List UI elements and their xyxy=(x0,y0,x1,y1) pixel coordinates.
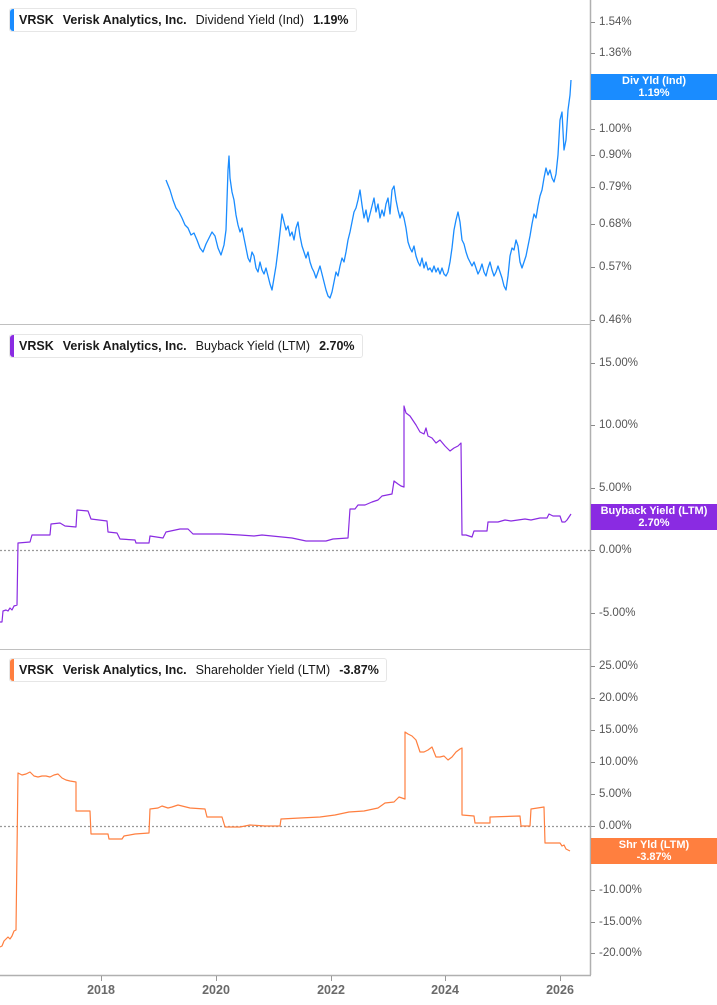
y-tick-label: 0.68% xyxy=(599,218,632,230)
current-value-tag-dividend: Div Yld (Ind) 1.19% xyxy=(591,74,717,100)
legend-color-bar xyxy=(10,9,14,31)
y-tick-label: 20.00% xyxy=(599,692,639,704)
y-tick-label: 0.90% xyxy=(599,149,632,161)
y-tick-label: 0.79% xyxy=(599,181,632,193)
x-tick-label: 2026 xyxy=(546,983,574,997)
y-tick-label: 0.57% xyxy=(599,261,632,273)
legend-ticker: VRSK xyxy=(19,663,54,677)
buyback-yield-line xyxy=(0,405,572,623)
tag-value: 1.19% xyxy=(638,87,670,99)
legend-company: Verisk Analytics, Inc. xyxy=(62,663,187,677)
y-tick-label: 1.00% xyxy=(599,123,632,135)
tag-label: Div Yld (Ind) xyxy=(622,75,686,87)
tag-value: -3.87% xyxy=(636,851,672,863)
current-value-tag-buyback: Buyback Yield (LTM) 2.70% xyxy=(591,504,717,530)
y-tick-label: 0.46% xyxy=(599,314,632,326)
x-tick-label: 2024 xyxy=(431,983,459,997)
y-tick-label: -20.00% xyxy=(599,947,642,959)
legend-value: 1.19% xyxy=(313,13,349,27)
legend-metric: Buyback Yield (LTM) xyxy=(195,339,311,353)
current-value-tag-shareholder: Shr Yld (LTM) -3.87% xyxy=(591,838,717,864)
y-tick-label: 15.00% xyxy=(599,724,639,736)
legend-ticker: VRSK xyxy=(19,339,54,353)
tag-label: Shr Yld (LTM) xyxy=(618,839,690,851)
y-tick-label: -10.00% xyxy=(599,884,642,896)
y-tick-label: 0.00% xyxy=(599,544,632,556)
legend-buyback-yield[interactable]: VRSK Verisk Analytics, Inc. Buyback Yiel… xyxy=(9,334,363,358)
x-tick-label: 2022 xyxy=(317,983,345,997)
legend-value: 2.70% xyxy=(319,339,355,353)
x-tick-label: 2020 xyxy=(202,983,230,997)
y-tick-marks xyxy=(591,22,595,954)
legend-color-bar xyxy=(10,659,14,681)
y-tick-label: 10.00% xyxy=(599,419,639,431)
y-tick-label: 15.00% xyxy=(599,357,639,369)
y-tick-label: 0.00% xyxy=(599,820,632,832)
legend-value: -3.87% xyxy=(339,663,379,677)
y-tick-label: -15.00% xyxy=(599,916,642,928)
y-tick-label: 5.00% xyxy=(599,482,632,494)
legend-dividend-yield[interactable]: VRSK Verisk Analytics, Inc. Dividend Yie… xyxy=(9,8,357,32)
y-tick-label: 1.54% xyxy=(599,16,632,28)
x-tick-label: 2018 xyxy=(87,983,115,997)
dividend-yield-line xyxy=(165,79,572,299)
legend-company: Verisk Analytics, Inc. xyxy=(62,339,187,353)
legend-color-bar xyxy=(10,335,14,357)
y-tick-label: 10.00% xyxy=(599,756,639,768)
legend-metric: Dividend Yield (Ind) xyxy=(195,13,305,27)
tag-label: Buyback Yield (LTM) xyxy=(600,505,708,517)
legend-company: Verisk Analytics, Inc. xyxy=(62,13,187,27)
legend-metric: Shareholder Yield (LTM) xyxy=(195,663,331,677)
x-tick-marks xyxy=(101,976,561,981)
legend-ticker: VRSK xyxy=(19,13,54,27)
legend-shareholder-yield[interactable]: VRSK Verisk Analytics, Inc. Shareholder … xyxy=(9,658,387,682)
y-tick-label: -5.00% xyxy=(599,607,636,619)
y-tick-label: 5.00% xyxy=(599,788,632,800)
y-tick-label: 1.36% xyxy=(599,47,632,59)
y-tick-label: 25.00% xyxy=(599,660,639,672)
shareholder-yield-line xyxy=(0,731,571,948)
tag-value: 2.70% xyxy=(638,517,670,529)
